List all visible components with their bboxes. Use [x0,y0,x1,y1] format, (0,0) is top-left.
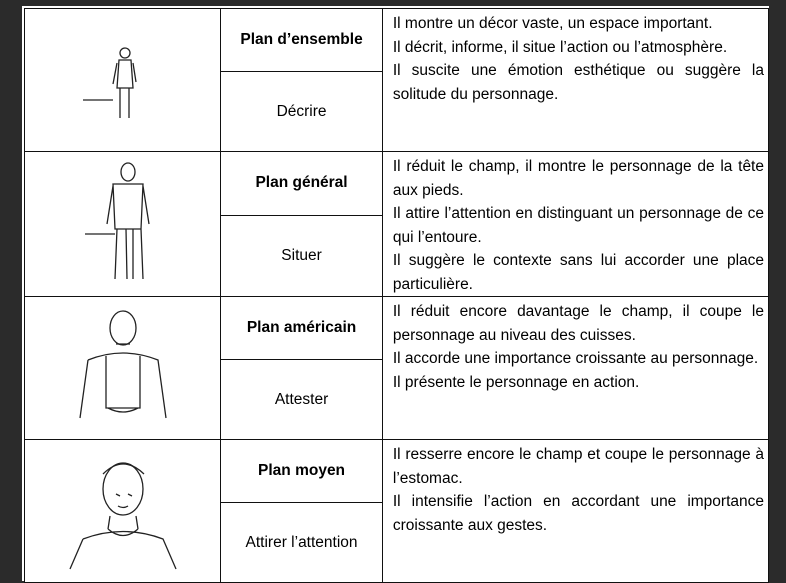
description-text: Il montre un décor vaste, un espace impo… [392,15,713,32]
description-text: Il resserre encore le champ et coupe le … [392,446,764,487]
table-row: Plan d’ensemble Il montre un décor vaste,… [23,8,770,152]
figure-full [84,162,150,280]
table-row: Plan général Il réduit le champ, il montr… [23,151,770,297]
table-row: Plan moyen Il resserre encore le champ et… [23,439,770,583]
description-text: Il suggère le contexte sans lui accorder… [392,252,764,293]
description-text: Il intensifie l’action en accordant une … [392,493,764,534]
table-row: Décrire [25,71,769,152]
description-text: Il attire l’attention en distinguant un … [392,205,764,246]
figure-medium [68,461,177,569]
figure-american [78,310,167,419]
shot-purpose: Situer [220,214,383,298]
shot-name: Plan d’ensemble [220,8,383,72]
description-cell: Il resserre encore le champ et coupe le … [381,439,770,583]
table-row: Situer [25,214,769,298]
description-cell: Il réduit le champ, il montre le personn… [381,151,770,297]
figure-cell [23,8,222,152]
shot-name: Plan américain [220,296,383,360]
description-text: Il présente le personnage en action. [392,373,640,391]
table-body: Plan d’ensemble Il montre un décor vaste,… [23,8,770,583]
description-text: Il accorde une importance croissante au … [392,350,759,367]
figure-cell [23,439,222,583]
description-text: Il réduit le champ, il montre le personn… [392,158,764,199]
shot-name: Plan moyen [220,439,383,503]
shot-purpose: Attirer l’attention [220,502,383,583]
description-cell: Il réduit encore davantage le champ, il … [381,296,770,440]
shot-purpose: Décrire [220,71,383,152]
figure-wide [82,46,137,118]
shot-table: Plan d’ensemble Il montre un décor vaste,… [23,8,770,583]
figure-cell [23,296,222,440]
description-text: Il réduit encore davantage le champ, il … [392,303,764,344]
table-row: Plan américain Il réduit encore davantage… [23,296,770,440]
shot-name: Plan général [220,151,383,216]
shot-purpose: Attester [220,359,383,440]
page: Plan d’ensemble Il montre un décor vaste,… [22,6,770,583]
description-text: Il suscite une émotion esthétique ou sug… [392,62,764,103]
figure-cell [23,151,222,297]
sheet: Plan d’ensemble Il montre un décor vaste,… [22,6,770,583]
description-cell: Il montre un décor vaste, un espace impo… [381,8,770,152]
description-text: Il décrit, informe, il situe l’action ou… [392,38,728,56]
